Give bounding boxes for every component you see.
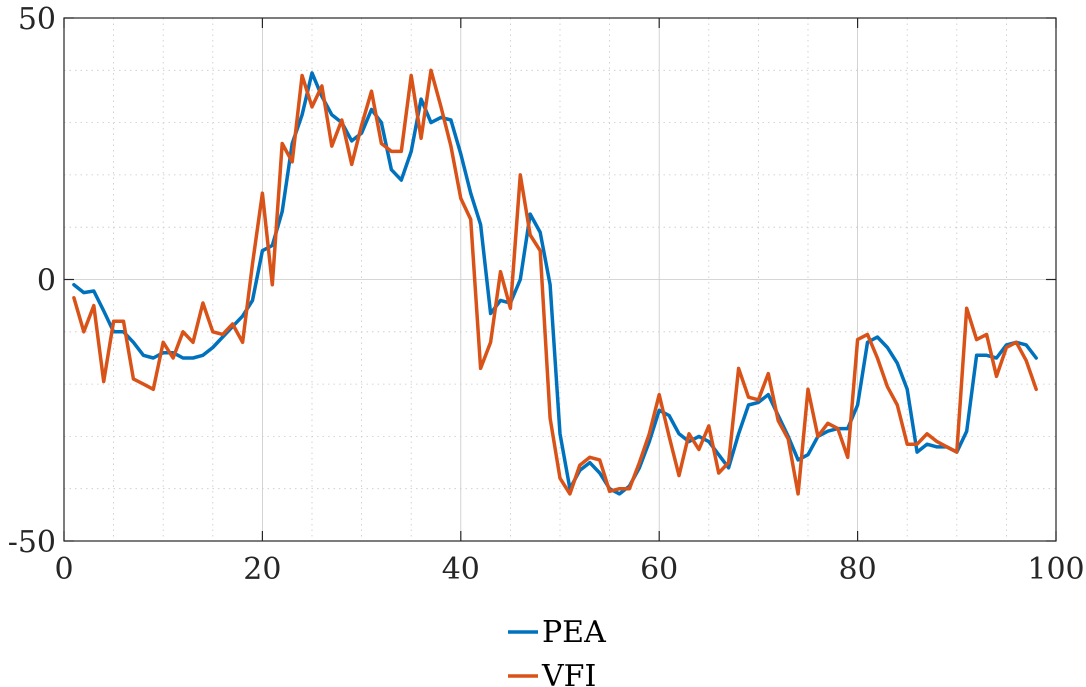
x-tick-label: 60 xyxy=(640,552,678,587)
legend-label-vfi: VFI xyxy=(541,659,596,687)
y-tick-label: 0 xyxy=(37,264,56,299)
x-tick-label: 80 xyxy=(839,552,877,587)
x-tick-label: 20 xyxy=(243,552,281,587)
legend: PEA VFI xyxy=(508,615,606,687)
legend-label-pea: PEA xyxy=(542,615,606,650)
series-line-pea xyxy=(72,71,1038,496)
x-tick-label: 0 xyxy=(54,552,73,587)
x-tick-label: 100 xyxy=(1027,552,1084,587)
series-layer xyxy=(72,68,1038,496)
y-tick-label: 50 xyxy=(18,2,56,37)
series-line-vfi xyxy=(72,68,1038,496)
tick-marks xyxy=(63,17,1057,542)
y-tick-label: -50 xyxy=(8,525,56,560)
grid-lines xyxy=(64,18,1056,541)
x-tick-label: 40 xyxy=(442,552,480,587)
